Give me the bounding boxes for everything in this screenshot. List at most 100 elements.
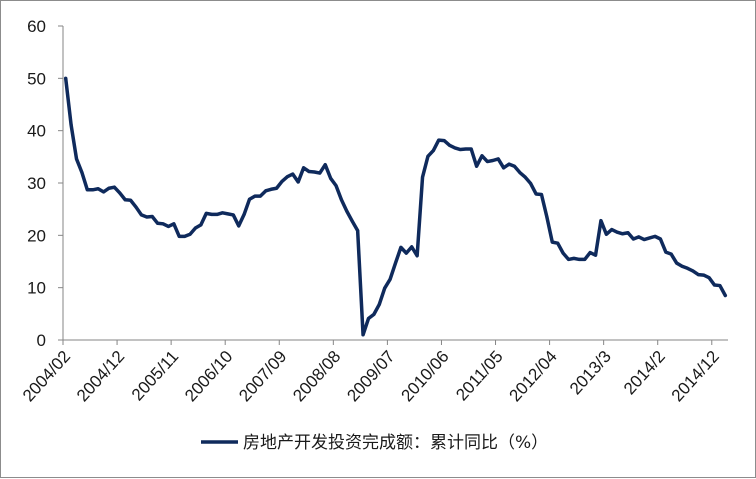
data-point <box>404 251 408 255</box>
data-point <box>253 194 257 198</box>
data-point <box>426 154 430 158</box>
data-point <box>302 166 306 170</box>
data-point <box>480 154 484 158</box>
data-point <box>458 148 462 152</box>
x-tick-label: 2012/04 <box>506 347 561 405</box>
data-point <box>453 146 457 150</box>
data-point <box>285 175 289 179</box>
data-point <box>415 254 419 258</box>
x-tick-label: 2004/02 <box>19 347 74 405</box>
data-point <box>323 163 327 167</box>
data-point <box>183 234 187 238</box>
data-point <box>296 180 300 184</box>
data-point <box>156 221 160 225</box>
data-point <box>610 228 614 232</box>
y-tick-label: 20 <box>27 226 46 245</box>
data-point <box>507 162 511 166</box>
data-point <box>231 213 235 217</box>
data-point <box>85 188 89 192</box>
data-point <box>118 191 122 195</box>
data-point <box>696 273 700 277</box>
data-point <box>475 164 479 168</box>
data-point <box>226 212 230 216</box>
data-point <box>604 232 608 236</box>
data-point <box>307 169 311 173</box>
x-tick-label: 2010/06 <box>397 347 452 405</box>
data-point <box>523 175 527 179</box>
data-point <box>220 211 224 215</box>
data-point <box>356 229 360 233</box>
data-point <box>621 232 625 236</box>
series-group <box>63 76 728 337</box>
data-point <box>615 230 619 234</box>
x-tick-label: 2014/2 <box>620 347 669 398</box>
x-tick-label: 2009/07 <box>343 347 398 405</box>
data-point <box>599 219 603 223</box>
data-point <box>518 171 522 175</box>
data-point <box>129 198 133 202</box>
data-point <box>502 166 506 170</box>
data-point <box>150 214 154 218</box>
data-point <box>188 232 192 236</box>
data-point <box>437 138 441 142</box>
data-point <box>329 176 333 180</box>
data-point <box>204 211 208 215</box>
data-point <box>80 171 84 175</box>
data-point <box>545 215 549 219</box>
data-point <box>529 182 533 186</box>
y-tick-label: 0 <box>37 331 46 350</box>
data-point <box>496 157 500 161</box>
data-point <box>96 187 100 191</box>
data-point <box>685 266 689 270</box>
data-point <box>372 312 376 316</box>
x-tick-label: 2007/09 <box>235 347 290 405</box>
data-point <box>485 160 489 164</box>
data-point <box>264 189 268 193</box>
data-point <box>583 257 587 261</box>
data-point <box>431 149 435 153</box>
data-point <box>177 234 181 238</box>
data-point <box>691 269 695 273</box>
data-point <box>653 234 657 238</box>
x-tick-label: 2013/3 <box>566 347 615 398</box>
data-point <box>75 157 79 161</box>
data-point <box>588 251 592 255</box>
data-point <box>399 245 403 249</box>
data-point <box>394 261 397 265</box>
data-point <box>648 236 652 240</box>
data-point <box>534 192 538 196</box>
data-point <box>69 123 73 127</box>
data-point <box>366 317 370 321</box>
y-tick-label: 40 <box>27 122 46 141</box>
data-point <box>491 159 495 162</box>
data-point <box>388 277 392 281</box>
x-tick-label: 2004/12 <box>73 347 128 405</box>
data-point <box>577 257 581 261</box>
data-point <box>199 223 203 227</box>
data-point <box>469 147 473 151</box>
data-point <box>664 250 668 254</box>
data-point <box>658 237 662 241</box>
y-tick-label: 60 <box>27 17 46 36</box>
data-point <box>561 251 565 255</box>
data-point <box>339 198 343 202</box>
y-tick-label: 10 <box>27 279 46 298</box>
y-tick-label: 30 <box>27 174 46 193</box>
data-point <box>626 231 630 235</box>
data-point <box>637 235 641 239</box>
data-point <box>134 205 138 209</box>
legend-label: 房地产开发投资完成额：累计同比（%） <box>243 433 548 453</box>
data-point <box>139 213 143 217</box>
data-point <box>258 194 262 198</box>
data-point <box>312 170 316 174</box>
data-point <box>572 256 576 260</box>
data-point <box>91 188 95 192</box>
data-point <box>383 286 387 290</box>
data-point <box>669 252 673 256</box>
data-point <box>707 276 711 280</box>
data-point <box>594 253 598 257</box>
data-point <box>334 184 338 188</box>
data-point <box>248 197 252 201</box>
